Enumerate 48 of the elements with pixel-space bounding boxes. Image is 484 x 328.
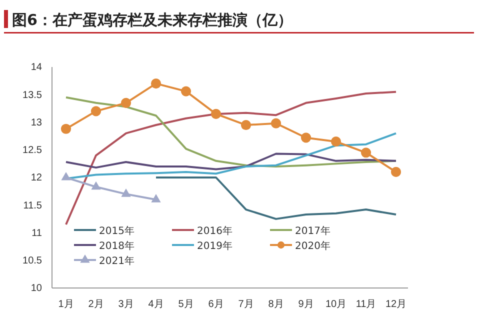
line-series: [155, 176, 397, 220]
point: [390, 166, 402, 178]
point: [240, 120, 252, 130]
legend-label: 2021年: [99, 255, 134, 267]
x-tick-label: 10月: [325, 299, 347, 310]
point: [210, 108, 222, 119]
y-tick-label: 13: [30, 117, 42, 128]
y-tick-label: 10: [30, 283, 42, 294]
x-tick-label: 6月: [208, 299, 224, 310]
legend-label: 2016年: [197, 225, 232, 237]
x-tick-label: 9月: [298, 299, 314, 310]
x-tick-label: 12月: [385, 299, 407, 310]
legend-label: 2015年: [99, 225, 134, 237]
chart-title: 图6：在产蛋鸡存栏及未来存栏推演（亿）: [12, 11, 292, 29]
x-tick-label: 8月: [268, 299, 284, 310]
legend-label: 2018年: [99, 240, 134, 252]
point: [151, 194, 161, 202]
point: [91, 181, 101, 190]
y-tick-label: 10.5: [22, 256, 42, 267]
point: [61, 172, 71, 180]
line-series: [65, 152, 397, 170]
point: [180, 86, 192, 96]
point: [120, 98, 132, 108]
legend-label: 2019年: [197, 240, 232, 252]
point: [121, 188, 131, 197]
y-tick-label: 11: [32, 228, 42, 239]
x-tick-label: 5月: [178, 299, 194, 310]
line-series: [65, 90, 397, 226]
point: [60, 124, 72, 134]
point: [360, 148, 372, 158]
point: [270, 118, 282, 128]
y-tick-label: 14: [30, 62, 42, 74]
legend-label: 2017年: [295, 225, 330, 237]
x-tick-label: 3月: [118, 299, 134, 310]
x-tick-label: 2月: [88, 299, 104, 310]
point: [330, 136, 342, 147]
y-tick-label: 13.5: [22, 90, 42, 101]
point: [300, 132, 312, 143]
x-tick-label: 7月: [238, 299, 254, 310]
y-tick-label: 12.5: [22, 145, 42, 156]
point: [90, 106, 102, 116]
x-tick-label: 1月: [58, 299, 74, 310]
y-tick-label: 12: [30, 172, 42, 184]
y-tick-label: 11.5: [23, 200, 42, 212]
point: [150, 78, 162, 89]
legend-label: 2020年: [295, 240, 330, 252]
x-tick-label: 11月: [356, 299, 376, 310]
x-tick-label: 4月: [148, 299, 164, 310]
